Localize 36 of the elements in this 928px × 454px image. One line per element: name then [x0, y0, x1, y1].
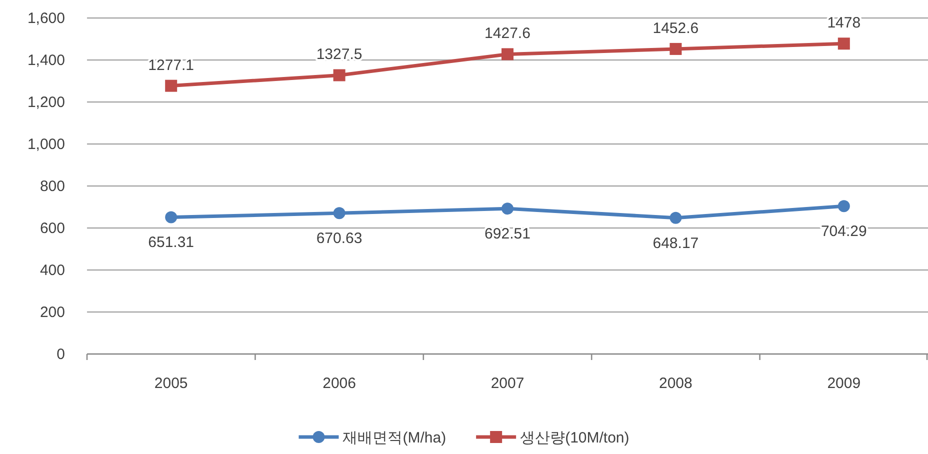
y-tick-label: 200 — [40, 304, 65, 321]
x-tick-label: 2006 — [322, 375, 356, 392]
legend-label: 재배면적(M/ha) — [342, 430, 446, 446]
x-tick-label: 2008 — [659, 375, 692, 392]
point — [838, 200, 850, 212]
y-tick-label: 400 — [40, 262, 65, 279]
point — [502, 202, 514, 215]
data-label: 648.17 — [652, 234, 699, 252]
point — [670, 42, 682, 55]
data-label: 670.63 — [316, 230, 362, 248]
y-tick-label: 0 — [56, 346, 65, 363]
x-tick-label: 2005 — [154, 375, 188, 392]
point — [333, 207, 346, 220]
x-tick-label: 2007 — [490, 375, 524, 392]
data-label: 651.31 — [148, 234, 194, 252]
x-tick-label: 2009 — [827, 375, 861, 392]
data-label: 1327.5 — [316, 46, 362, 64]
data-label: 1478 — [827, 14, 861, 32]
point — [333, 69, 346, 82]
y-tick-label: 1,000 — [27, 136, 65, 153]
point — [165, 80, 178, 92]
data-label: 704.29 — [820, 223, 867, 240]
y-tick-label: 1,400 — [27, 52, 65, 69]
data-label: 692.51 — [484, 226, 530, 243]
y-tick-label: 1,200 — [27, 94, 65, 111]
point — [502, 48, 514, 60]
point — [165, 211, 178, 224]
legend-label: 생산량(10M/ton) — [520, 430, 630, 446]
data-label: 1277.1 — [148, 56, 194, 74]
y-tick-label: 1,600 — [27, 10, 65, 27]
y-tick-label: 600 — [40, 220, 65, 237]
data-label: 1427.6 — [484, 25, 530, 42]
y-tick-label: 800 — [40, 178, 65, 195]
point — [670, 212, 682, 224]
point — [838, 38, 850, 50]
data-label: 1452.6 — [652, 20, 699, 37]
